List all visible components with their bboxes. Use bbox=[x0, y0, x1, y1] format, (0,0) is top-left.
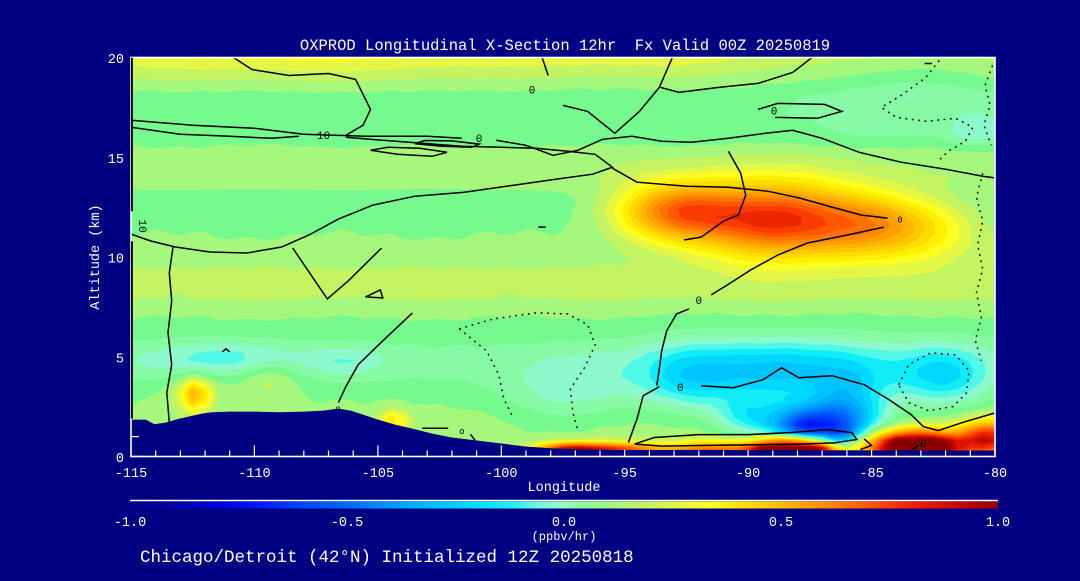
svg-text:-110: -110 bbox=[238, 467, 270, 482]
svg-text:0: 0 bbox=[695, 296, 702, 308]
svg-text:-80: -80 bbox=[983, 467, 1007, 482]
svg-text:Chicago/Detroit (42°N) Initial: Chicago/Detroit (42°N) Initialized 12Z 2… bbox=[140, 548, 634, 568]
svg-text:0: 0 bbox=[920, 439, 927, 451]
svg-text:10: 10 bbox=[317, 131, 330, 143]
svg-text:0.5: 0.5 bbox=[769, 516, 793, 531]
svg-text:-105: -105 bbox=[362, 467, 394, 482]
svg-text:-0.5: -0.5 bbox=[331, 516, 363, 531]
svg-text:0: 0 bbox=[529, 85, 536, 97]
svg-text:Longitude: Longitude bbox=[528, 481, 601, 496]
svg-text:0: 0 bbox=[771, 106, 778, 118]
svg-text:Altitude (km): Altitude (km) bbox=[89, 204, 104, 309]
svg-text:0: 0 bbox=[677, 383, 684, 395]
svg-text:-100: -100 bbox=[485, 467, 517, 482]
svg-text:o: o bbox=[459, 427, 464, 437]
svg-text:-90: -90 bbox=[736, 467, 760, 482]
svg-text:10: 10 bbox=[108, 253, 124, 268]
svg-text:0: 0 bbox=[897, 215, 902, 225]
svg-text:5: 5 bbox=[116, 352, 124, 367]
svg-text:15: 15 bbox=[108, 153, 124, 168]
svg-text:-1.0: -1.0 bbox=[114, 516, 146, 531]
svg-text:20: 20 bbox=[108, 53, 124, 68]
svg-text:0: 0 bbox=[476, 134, 483, 146]
svg-text:0.0: 0.0 bbox=[552, 516, 576, 531]
svg-text:-85: -85 bbox=[859, 467, 883, 482]
svg-text:-95: -95 bbox=[613, 467, 637, 482]
svg-text:OXPROD Longitudinal X-Section: OXPROD Longitudinal X-Section 12hr Fx Va… bbox=[300, 37, 830, 55]
svg-text:10: 10 bbox=[135, 219, 147, 232]
svg-text:1.0: 1.0 bbox=[986, 516, 1010, 531]
svg-text:(ppbv/hr): (ppbv/hr) bbox=[532, 530, 597, 544]
svg-text:-115: -115 bbox=[115, 467, 147, 482]
svg-text:0: 0 bbox=[116, 452, 124, 467]
